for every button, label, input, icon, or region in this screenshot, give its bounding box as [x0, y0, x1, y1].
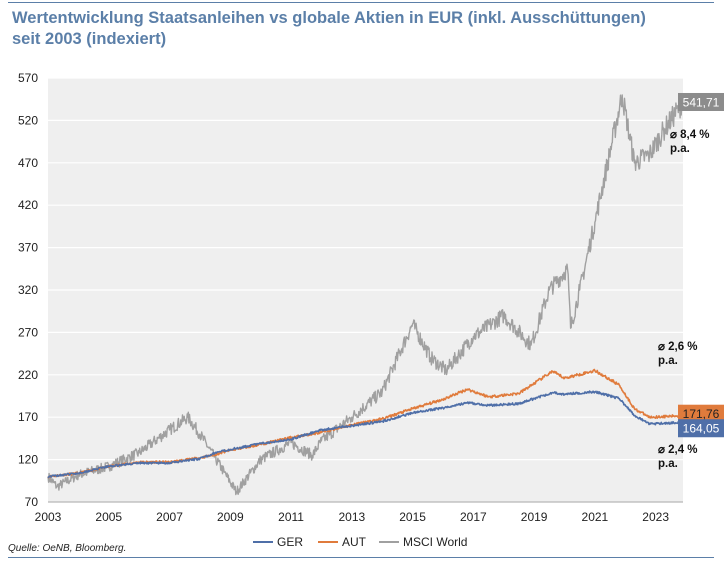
- y-tick-label: 520: [18, 113, 38, 127]
- x-tick-label: 2017: [460, 510, 487, 524]
- y-tick-label: 220: [18, 368, 38, 382]
- bottom-rule: [8, 557, 714, 558]
- x-tick-label: 2009: [217, 510, 244, 524]
- chart-title-line-1: Wertentwicklung Staatsanleihen vs global…: [12, 9, 646, 27]
- end-value-box: [678, 419, 724, 438]
- y-tick-label: 320: [18, 283, 38, 297]
- end-value-box: [678, 404, 724, 423]
- y-tick-label: 370: [18, 241, 38, 255]
- x-tick-label: 2013: [338, 510, 365, 524]
- x-tick-label: 2015: [399, 510, 426, 524]
- annotation-rate: ⌀ 2,4 %: [658, 444, 698, 456]
- x-tick-label: 2011: [278, 510, 304, 524]
- x-tick-label: 2023: [642, 510, 669, 524]
- y-tick-label: 570: [18, 71, 38, 85]
- chart-title-line-2: seit 2003 (indexiert): [12, 30, 167, 48]
- x-tick-label: 2007: [156, 510, 183, 524]
- end-value-box: [678, 92, 724, 111]
- source-note: Quelle: OeNB, Bloomberg.: [8, 543, 127, 554]
- y-tick-label: 270: [18, 325, 38, 339]
- x-tick-label: 2003: [35, 510, 62, 524]
- y-tick-label: 120: [18, 453, 38, 467]
- annotation-rate: ⌀ 8,4 %: [670, 129, 710, 141]
- y-tick-label: 420: [18, 198, 38, 212]
- series-line-msci-world: [47, 94, 684, 496]
- legend-label: MSCI World: [403, 535, 467, 549]
- y-tick-label: 470: [18, 156, 38, 170]
- annotation-pa: p.a.: [658, 458, 678, 470]
- top-rule: [8, 2, 714, 3]
- chart-title: Wertentwicklung Staatsanleihen vs global…: [12, 8, 712, 50]
- y-tick-label: 70: [25, 495, 39, 509]
- end-value-label: 171,76: [683, 407, 720, 421]
- annotation-pa: p.a.: [670, 143, 690, 155]
- x-tick-label: 2021: [582, 510, 609, 524]
- x-tick-label: 2019: [521, 510, 548, 524]
- annotation-pa: p.a.: [658, 355, 678, 367]
- end-value-label: 541,71: [683, 95, 720, 109]
- x-tick-label: 2005: [95, 510, 122, 524]
- series-line-ger: [47, 390, 684, 479]
- annotation-rate: ⌀ 2,6 %: [658, 341, 698, 353]
- legend-label: AUT: [342, 535, 367, 549]
- y-tick-label: 170: [18, 410, 38, 424]
- legend-label: GER: [277, 535, 303, 549]
- end-value-label: 164,05: [683, 422, 720, 436]
